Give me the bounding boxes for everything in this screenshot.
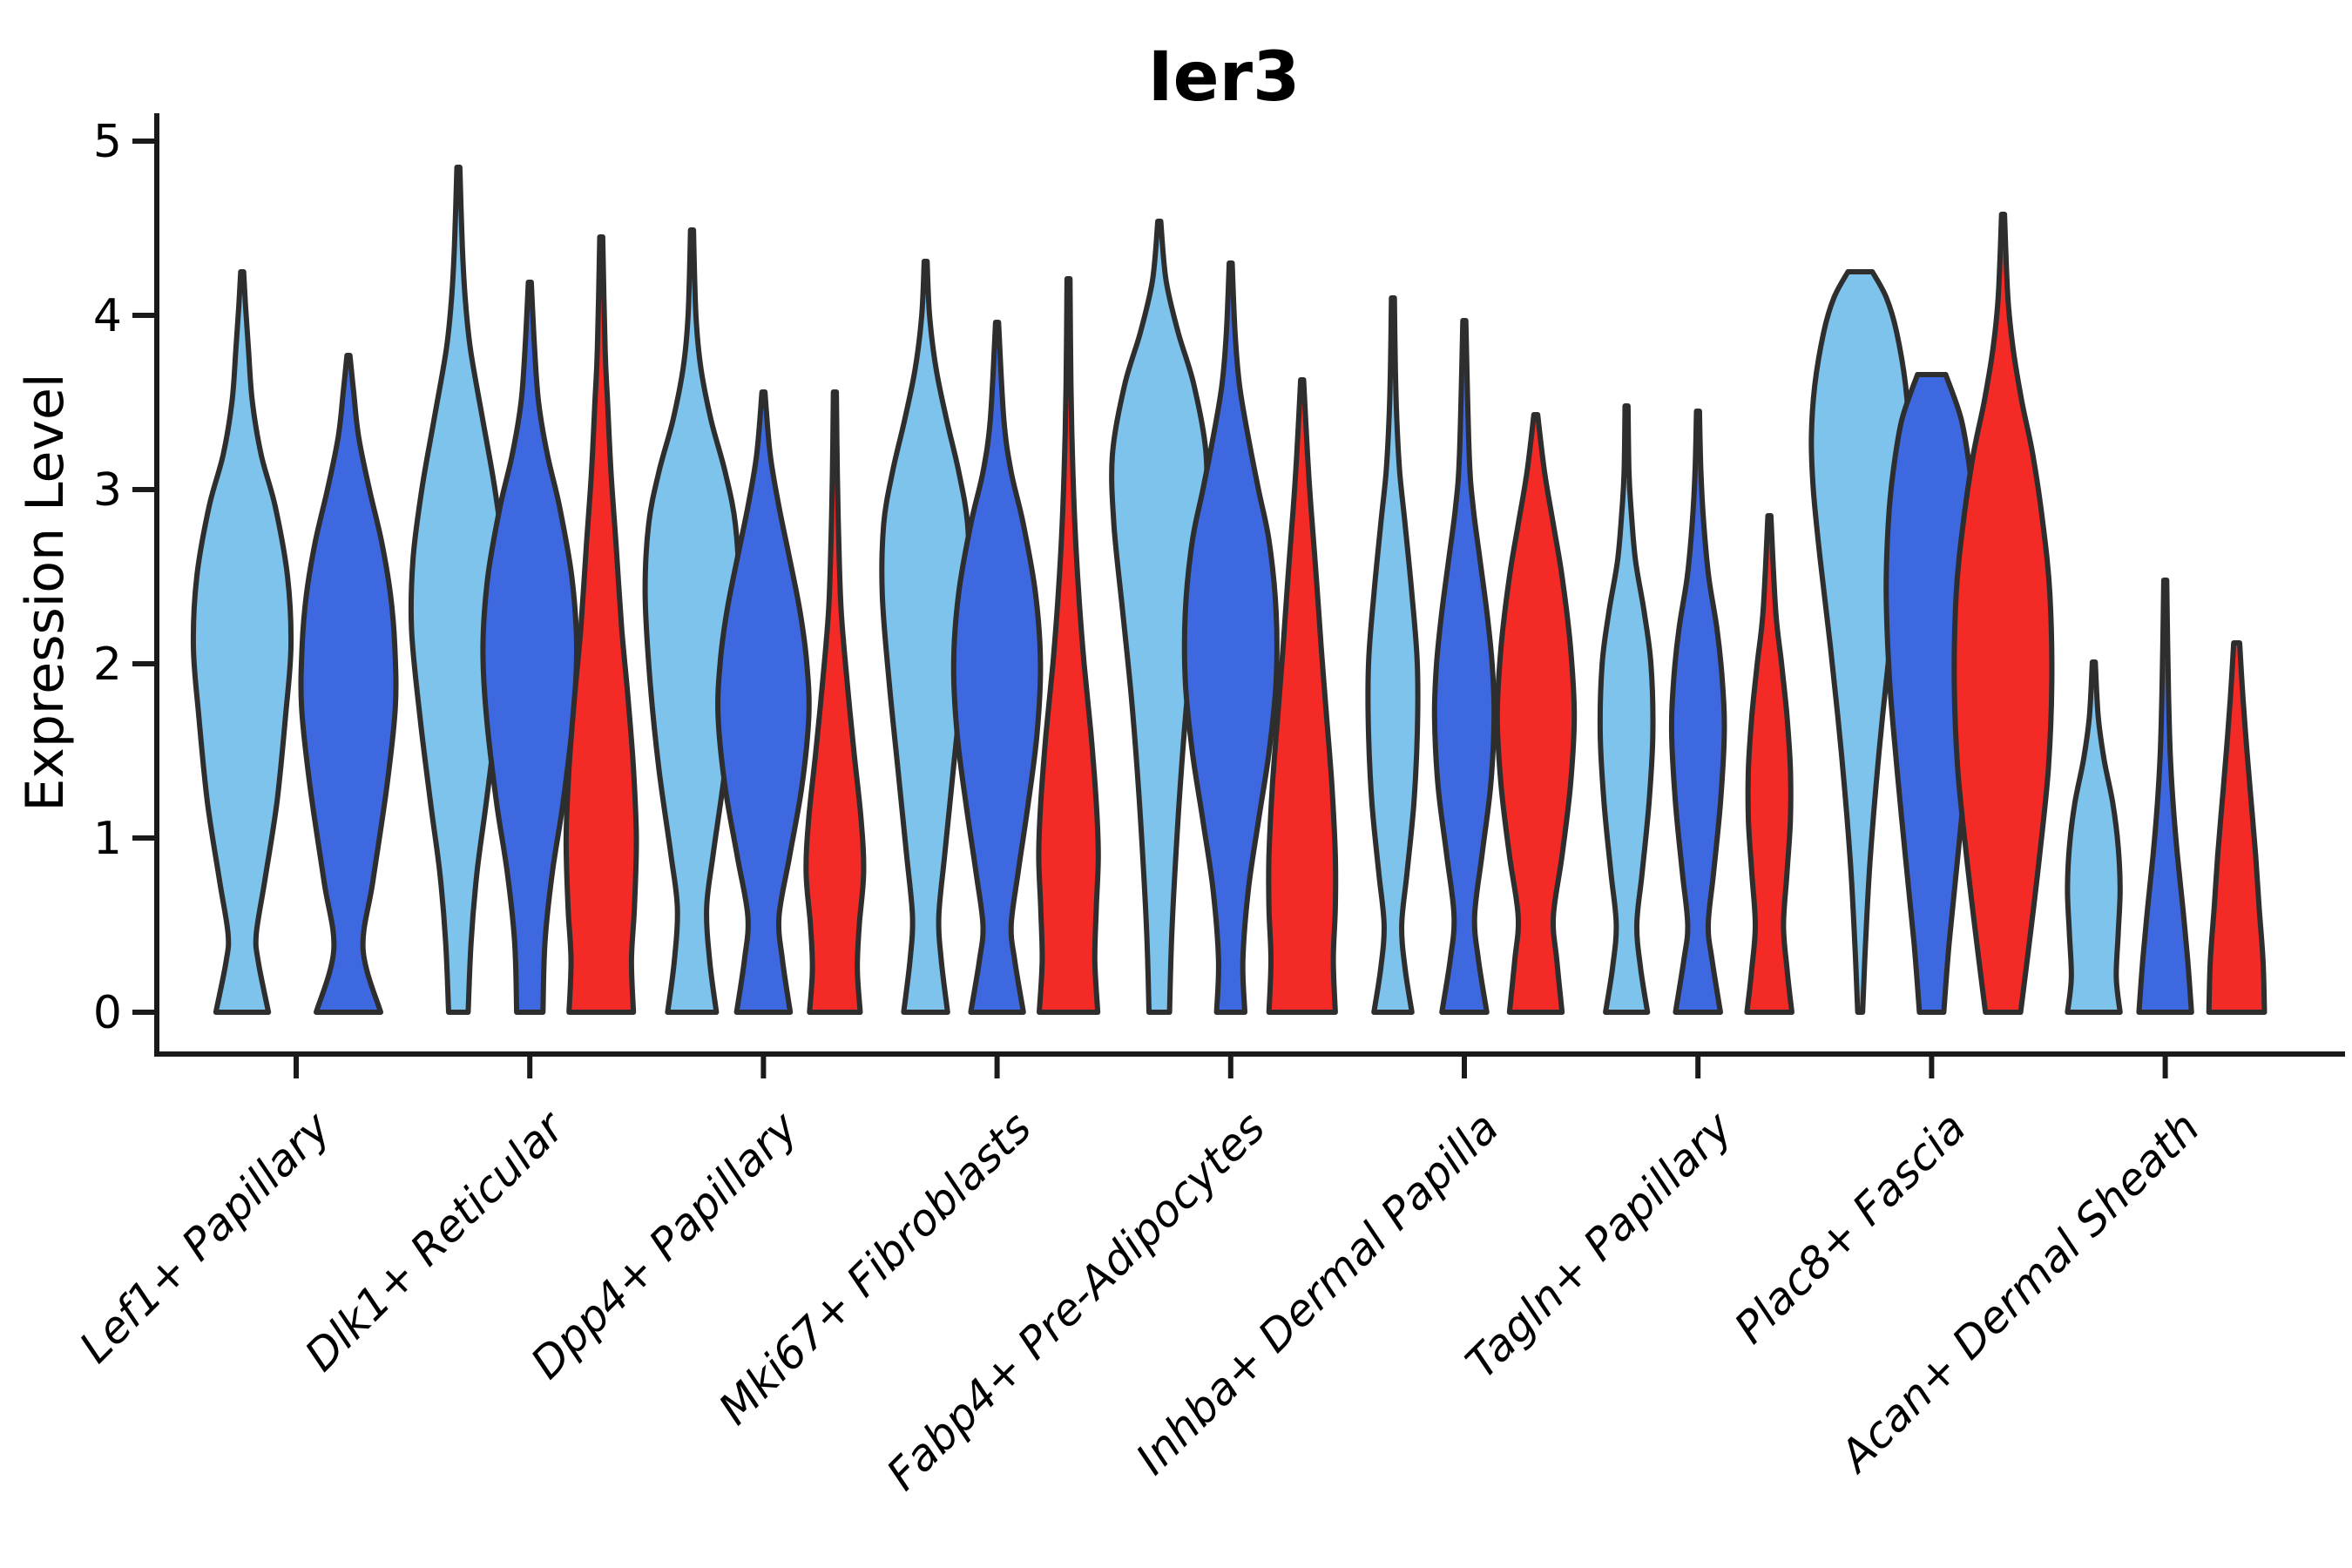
y-tick-label-3: 3 bbox=[93, 464, 122, 517]
chart-title: Ier3 bbox=[1148, 38, 1301, 117]
violin-red-tagln-papillary bbox=[1744, 513, 1794, 1015]
violin-red-mki67-fibroblasts bbox=[1036, 276, 1101, 1015]
y-tick-label-5: 5 bbox=[93, 116, 122, 168]
y-axis-ticks: 0 1 2 3 4 5 bbox=[93, 116, 155, 1039]
violin-lightblue-tagln-papillary bbox=[1597, 403, 1656, 1015]
y-tick-label-4: 4 bbox=[93, 290, 122, 342]
violin-lightblue-mki67-fibroblasts bbox=[879, 259, 972, 1015]
violin-darkblue-lef1-papillary bbox=[298, 353, 399, 1015]
violin-red-dlk1-reticular bbox=[563, 234, 639, 1015]
y-tick-label-2: 2 bbox=[93, 639, 122, 691]
violin-lightblue-lef1-papillary bbox=[190, 269, 294, 1015]
y-tick-label-0: 0 bbox=[93, 987, 122, 1039]
violin-darkblue-dpp4-papillary bbox=[715, 389, 812, 1015]
violin-lightblue-inhba-dermal-papilla bbox=[1365, 295, 1421, 1015]
y-axis-label: Expression Level bbox=[15, 373, 76, 811]
x-tick-label-fabp4-pre-adipocytes: Fabp4+ Pre-Adipocytes bbox=[877, 1102, 1275, 1500]
violin-darkblue-fabp4-pre-adipocytes bbox=[1181, 260, 1280, 1015]
x-tick-label-dlk1-reticular: Dlk1+ Reticular bbox=[295, 1100, 576, 1381]
violin-darkblue-dlk1-reticular bbox=[480, 280, 580, 1015]
violin-red-dpp4-papillary bbox=[803, 389, 867, 1015]
violin-lightblue-plac8-fascia bbox=[1808, 269, 1912, 1015]
violin-darkblue-tagln-papillary bbox=[1668, 409, 1727, 1015]
violin-darkblue-acan-dermal-sheath bbox=[2136, 578, 2194, 1015]
x-tick-label-plac8-fascia: Plac8+ Fascia bbox=[1725, 1102, 1976, 1353]
violin-red-inhba-dermal-papilla bbox=[1494, 412, 1578, 1015]
violin-lightblue-fabp4-pre-adipocytes bbox=[1109, 219, 1210, 1015]
violin-shapes bbox=[190, 165, 2268, 1015]
violin-red-acan-dermal-sheath bbox=[2206, 640, 2268, 1015]
x-tick-label-lef1-papillary: Lef1+ Papillary bbox=[70, 1101, 341, 1372]
y-tick-label-1: 1 bbox=[93, 813, 122, 865]
violin-lightblue-acan-dermal-sheath bbox=[2065, 659, 2123, 1015]
violin-red-fabp4-pre-adipocytes bbox=[1266, 377, 1339, 1015]
violin-red-plac8-fascia bbox=[1951, 212, 2055, 1015]
violin-darkblue-inhba-dermal-papilla bbox=[1431, 318, 1497, 1015]
violin-darkblue-mki67-fibroblasts bbox=[950, 320, 1044, 1015]
